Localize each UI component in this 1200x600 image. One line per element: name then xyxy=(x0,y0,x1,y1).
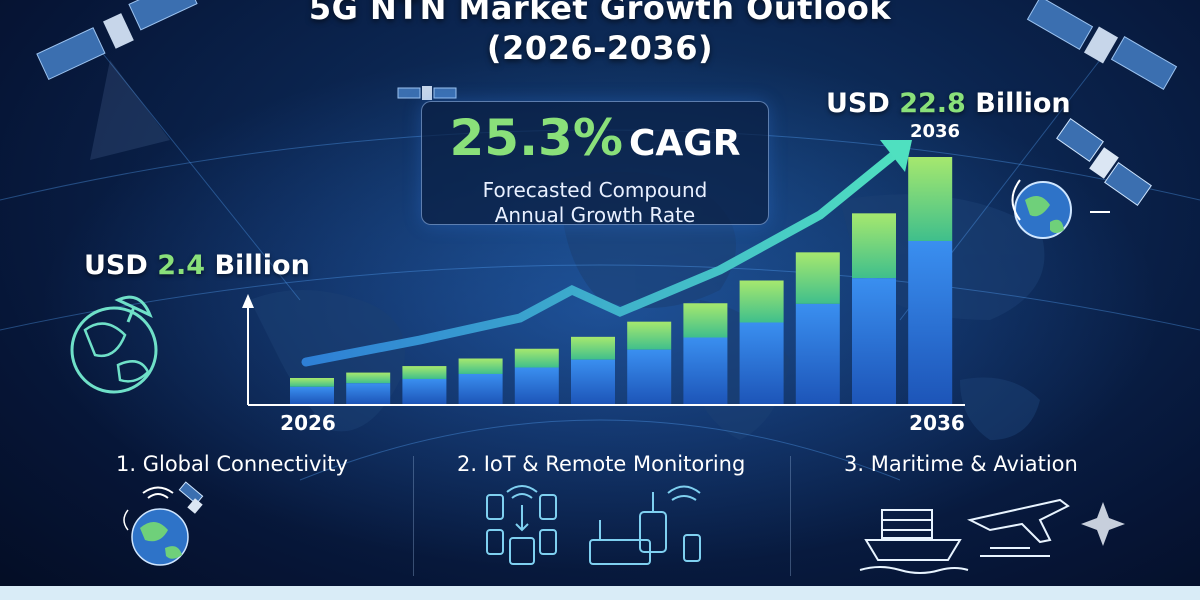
cagr-word: CAGR xyxy=(628,123,741,164)
last-bar-year-label: 2036 xyxy=(910,121,960,142)
x-tick-label-last: 2036 xyxy=(909,411,965,435)
title-line-1: 5G NTN Market Growth Outlook xyxy=(308,0,892,27)
globe-glow xyxy=(40,50,1160,570)
bar-top-3 xyxy=(458,358,503,374)
segment-label-maritime-aviation: 3. Maritime & Aviation xyxy=(844,452,1078,476)
bar-1 xyxy=(346,383,391,404)
bar-5 xyxy=(571,359,615,404)
satellite-icon xyxy=(36,0,198,160)
bar-top-4 xyxy=(514,348,559,368)
end-value-prefix: USD xyxy=(826,88,890,119)
bar-top-6 xyxy=(627,321,672,350)
page-title: 5G NTN Market Growth Outlook (2026-2036) xyxy=(0,0,1200,68)
y-axis-arrowhead xyxy=(242,294,254,308)
cagr-value: 25.3% xyxy=(449,109,623,167)
start-value-prefix: USD xyxy=(84,250,148,281)
segment-label-iot-remote-monitoring: 2. IoT & Remote Monitoring xyxy=(457,452,746,476)
bar-2 xyxy=(402,378,447,404)
trend-arrowhead xyxy=(880,140,912,172)
bar-6 xyxy=(627,349,672,404)
bar-top-1 xyxy=(346,372,391,384)
globe-satellite-icon xyxy=(1011,118,1152,239)
bar-0 xyxy=(290,386,334,404)
bar-4 xyxy=(514,367,559,404)
bar-top-7 xyxy=(683,303,728,338)
bar-top-0 xyxy=(290,378,334,387)
satellite-icon xyxy=(397,86,457,100)
cagr-description-line-1: Forecasted Compound xyxy=(482,178,708,202)
cagr-description-line-2: Annual Growth Rate xyxy=(494,203,696,227)
end-value-suffix: Billion xyxy=(975,88,1071,119)
maritime-aviation-icon xyxy=(859,498,1070,574)
title-line-2: (2026-2036) xyxy=(486,29,714,67)
bottom-strip xyxy=(0,586,1200,600)
start-value-number: 2.4 xyxy=(157,250,206,281)
iot-devices-icon xyxy=(486,485,701,565)
bar-top-2 xyxy=(402,366,447,379)
bar-8 xyxy=(739,322,784,404)
cagr-callout: 25.3% CAGR Forecasted Compound Annual Gro… xyxy=(421,101,769,227)
bar-top-10 xyxy=(852,213,896,279)
end-value-number: 22.8 xyxy=(899,88,966,119)
bar-top-11 xyxy=(908,157,953,241)
bar-top-9 xyxy=(795,252,840,304)
bar-3 xyxy=(458,373,503,404)
bars-group xyxy=(290,157,953,404)
start-value-label: USD 2.4 Billion xyxy=(84,250,310,281)
global-connectivity-icon xyxy=(123,481,204,566)
bar-9 xyxy=(795,303,840,404)
start-value-suffix: Billion xyxy=(214,250,310,281)
end-value-label: USD 22.8 Billion xyxy=(826,88,1071,119)
bar-top-8 xyxy=(739,280,784,323)
trend-arrow xyxy=(301,145,905,367)
satellite-icon xyxy=(1026,0,1178,90)
segment-divider xyxy=(790,456,791,576)
segment-divider xyxy=(413,456,414,576)
bar-top-5 xyxy=(571,336,615,360)
bar-10 xyxy=(852,278,896,404)
globe-dish-icon xyxy=(70,295,158,394)
sparkle-icon xyxy=(1081,502,1125,546)
segment-label-global-connectivity: 1. Global Connectivity xyxy=(116,452,348,476)
bar-11 xyxy=(908,240,953,404)
bar-7 xyxy=(683,337,728,404)
x-tick-label-first: 2026 xyxy=(280,411,336,435)
